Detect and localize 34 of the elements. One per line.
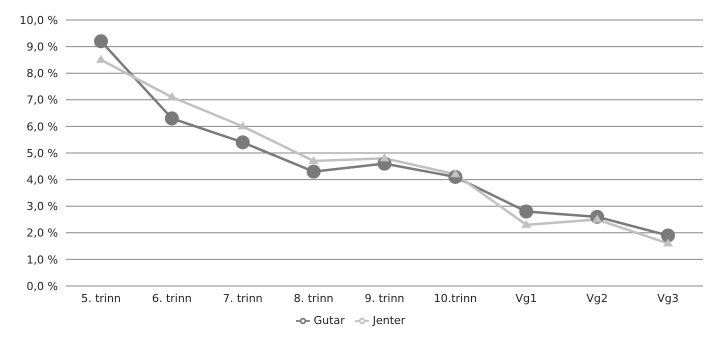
x-tick-label: 9. trinn: [364, 292, 404, 305]
y-tick-label: 8,0 %: [26, 67, 58, 80]
x-tick-label: Vg1: [515, 292, 538, 305]
point: [380, 153, 390, 162]
point: [236, 135, 250, 150]
legend-label: Gutar: [314, 314, 345, 328]
point: [308, 156, 319, 164]
point: [96, 54, 106, 63]
x-tick-label: 10.trinn: [434, 292, 478, 305]
point: [519, 204, 534, 219]
x-tick-label: 7. trinn: [222, 292, 263, 305]
point: [661, 228, 675, 242]
point: [663, 238, 673, 246]
x-tick-label: 6. trinn: [152, 292, 192, 305]
x-tick-label: 8. trinn: [294, 292, 334, 305]
point: [164, 111, 179, 126]
y-tick-label: 3,0 %: [26, 200, 58, 214]
y-tick-label: 6,0 %: [26, 120, 58, 134]
y-tick-label: 9,0 %: [26, 40, 58, 54]
y-tick-label: 5,0 %: [26, 146, 58, 160]
y-tick-label: 1,0 %: [26, 253, 58, 266]
y-tick-label: 2,0 %: [26, 226, 58, 240]
y-tick-label: 0,0 %: [26, 280, 58, 293]
point: [166, 92, 177, 100]
point: [521, 220, 532, 228]
point: [94, 34, 108, 48]
x-tick-label: Vg2: [586, 292, 608, 305]
legend-label: Jenter: [372, 314, 406, 328]
x-tick-label: Vg3: [657, 292, 679, 305]
y-tick-label: 10,0 %: [20, 14, 58, 27]
y-tick-label: 4,0 %: [26, 174, 58, 187]
point: [306, 164, 321, 179]
y-tick-label: 7,0 %: [26, 94, 58, 107]
x-tick-label: 5. trinn: [81, 292, 121, 305]
